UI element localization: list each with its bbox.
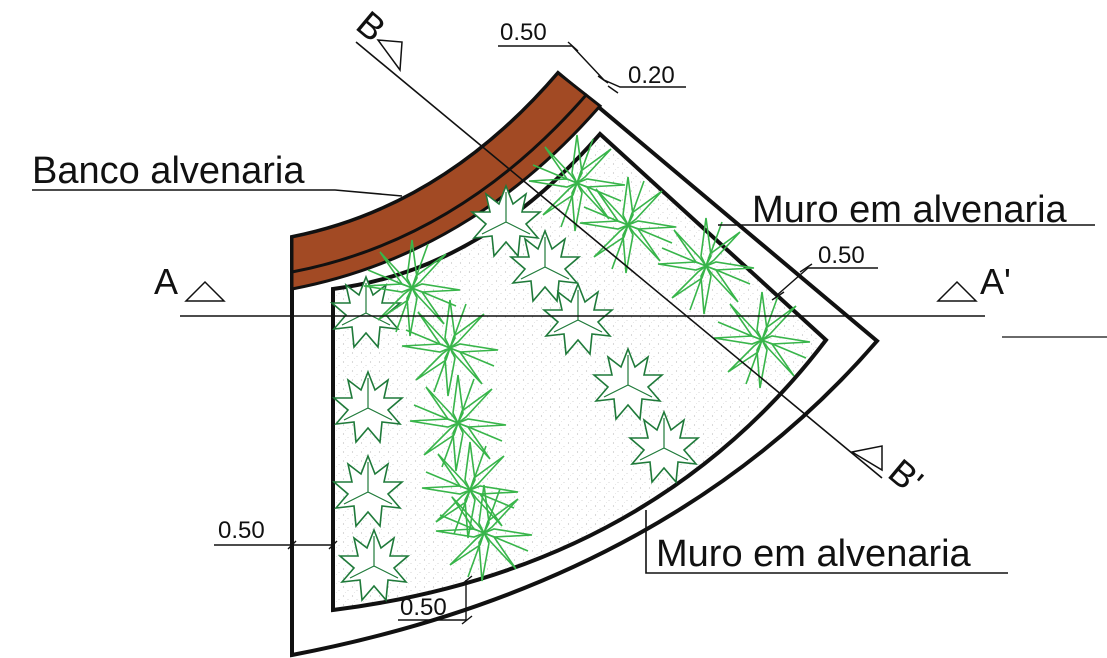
section-marker-a-prime	[936, 280, 978, 302]
section-label-a-prime: A'	[980, 261, 1011, 302]
section-line-b	[355, 41, 883, 479]
dim-top-inner: 0.20	[628, 62, 675, 89]
section-label-b-prime: B'	[881, 451, 931, 502]
label-wall-top: Muro em alvenaria	[752, 189, 1068, 231]
dim-right-wall: 0.50	[818, 242, 865, 269]
section-marker-b	[376, 39, 403, 73]
section-marker-a	[184, 280, 226, 302]
label-bench: Banco alvenaria	[32, 150, 305, 192]
dim-top-outer: 0.50	[500, 19, 547, 46]
section-label-a: A	[154, 261, 178, 302]
dim-left-wall: 0.50	[218, 517, 265, 544]
section-marker-b-prime	[849, 445, 883, 472]
label-wall-bottom: Muro em alvenaria	[656, 533, 972, 575]
bench-inner-line	[291, 93, 589, 274]
leader-bench	[32, 189, 403, 197]
leader-wall-bottom	[645, 510, 1008, 574]
dimension-marks	[214, 41, 878, 625]
dim-bottom-wall: 0.50	[400, 594, 447, 621]
